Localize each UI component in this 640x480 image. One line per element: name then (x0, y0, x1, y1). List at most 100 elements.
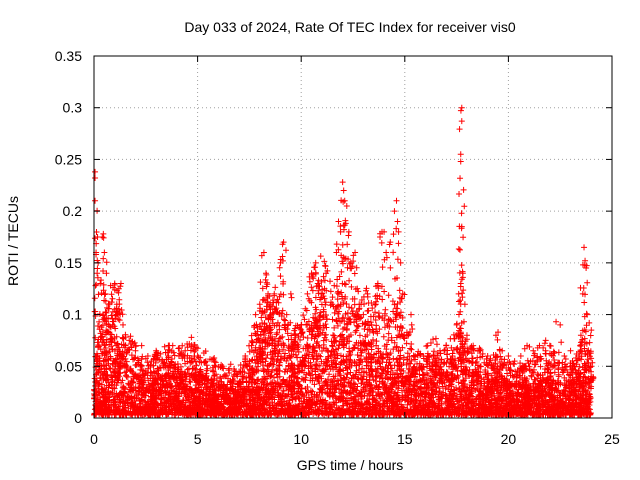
data-point (161, 402, 168, 409)
data-point (318, 348, 325, 355)
data-point (346, 348, 353, 355)
data-point (120, 383, 127, 390)
data-point (218, 402, 225, 409)
data-point (355, 392, 362, 399)
data-point (430, 376, 437, 383)
data-point (372, 399, 379, 406)
data-point (187, 379, 194, 386)
data-point (250, 394, 257, 401)
data-point (462, 388, 469, 395)
data-point (311, 381, 318, 388)
data-point (309, 343, 316, 350)
data-point (261, 399, 268, 406)
data-point (536, 395, 543, 402)
data-point (196, 381, 203, 388)
data-point (326, 371, 333, 378)
data-point (350, 389, 357, 396)
data-point (366, 400, 373, 407)
data-point (296, 382, 303, 389)
data-point (282, 366, 289, 373)
data-point (468, 388, 475, 395)
data-point (330, 366, 337, 373)
data-point (420, 378, 427, 385)
data-point (427, 375, 434, 382)
data-point (335, 345, 342, 352)
data-point (106, 348, 113, 355)
data-point (315, 352, 322, 359)
data-point (586, 390, 593, 397)
data-point (300, 369, 307, 376)
data-point (317, 353, 324, 360)
data-point (296, 368, 303, 375)
data-point (378, 354, 385, 361)
data-point (394, 367, 401, 374)
data-point (152, 399, 159, 406)
data-point (348, 375, 355, 382)
data-point (263, 369, 270, 376)
data-point (250, 369, 257, 376)
data-point (362, 388, 369, 395)
data-point (333, 364, 340, 371)
data-point (536, 410, 543, 417)
data-point (400, 368, 407, 375)
data-point (267, 408, 274, 415)
data-point (286, 377, 293, 384)
data-point (200, 396, 207, 403)
data-point (243, 384, 250, 391)
data-point (313, 356, 320, 363)
data-point (347, 369, 354, 376)
data-point (360, 384, 367, 391)
data-point (354, 351, 361, 358)
data-point (260, 394, 267, 401)
data-point (521, 395, 528, 402)
data-point (545, 390, 552, 397)
data-point (422, 391, 429, 398)
data-point (382, 364, 389, 371)
data-point (268, 355, 275, 362)
data-point (428, 380, 435, 387)
data-point (119, 384, 126, 391)
data-point (273, 371, 280, 378)
data-point (109, 391, 116, 398)
data-point (457, 391, 464, 398)
data-point (165, 394, 172, 401)
data-point (150, 404, 157, 411)
data-point (363, 362, 370, 369)
data-point (273, 358, 280, 365)
data-point (354, 375, 361, 382)
data-point (421, 381, 428, 388)
data-point (551, 392, 558, 399)
data-point (449, 378, 456, 385)
data-point (215, 400, 222, 407)
data-point (282, 380, 289, 387)
data-point (336, 407, 343, 414)
data-point (96, 381, 103, 388)
data-point (316, 343, 323, 350)
data-point (357, 353, 364, 360)
data-points (91, 104, 597, 418)
data-point (344, 370, 351, 377)
data-point (269, 385, 276, 392)
data-point (330, 399, 337, 406)
data-point (455, 379, 462, 386)
data-point (177, 401, 184, 408)
data-point (518, 396, 525, 403)
data-point (141, 392, 148, 399)
data-point (268, 372, 275, 379)
data-point (338, 386, 345, 393)
data-point (246, 378, 253, 385)
data-point (351, 385, 358, 392)
data-point (278, 407, 285, 414)
data-point (326, 389, 333, 396)
data-point (295, 388, 302, 395)
data-point (241, 393, 248, 400)
data-point (442, 398, 449, 405)
data-point (269, 367, 276, 374)
data-point (404, 401, 411, 408)
data-point (316, 362, 323, 369)
data-point (388, 405, 395, 412)
data-point (539, 402, 546, 409)
data-point (480, 397, 487, 404)
data-point (263, 354, 270, 361)
